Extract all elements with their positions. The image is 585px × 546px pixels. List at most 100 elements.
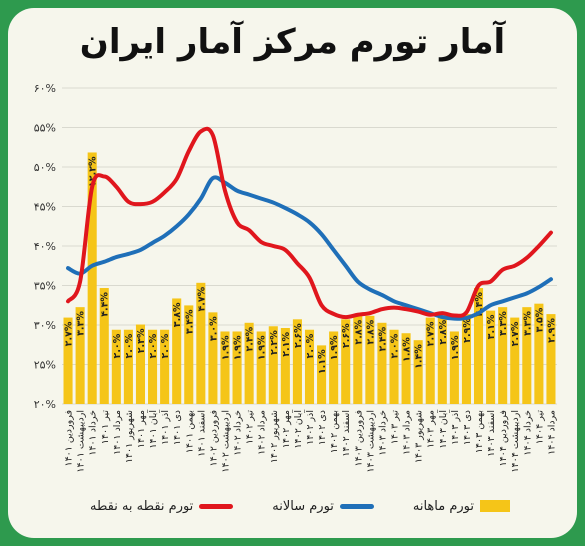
- x-tick-label: فروردین ۱۴۰۴: [498, 410, 509, 467]
- monthly-bar-label: ۲.۹%: [462, 318, 473, 343]
- monthly-bar-label: ۱.۹%: [257, 335, 268, 360]
- monthly-bar: [437, 315, 447, 404]
- x-tick-label: بهمن ۱۴۰۲: [329, 410, 340, 453]
- x-tick-label: دی ۱۴۰۳: [462, 410, 473, 445]
- monthly-bar-label: ۲.۴%: [245, 326, 256, 351]
- monthly-bar-label: ۴.۴%: [100, 292, 111, 317]
- monthly-bar-label: ۱.۱%: [317, 349, 328, 374]
- monthly-bar-label: ۲.۷%: [64, 321, 75, 346]
- monthly-bar: [280, 328, 290, 404]
- legend-item-annual: تورم سالانه: [272, 499, 374, 514]
- y-tick-label: ۲۵%: [34, 359, 56, 372]
- monthly-bar-label: ۲.۸%: [365, 319, 376, 344]
- x-tick-label: دی ۱۴۰۲: [317, 410, 328, 445]
- x-tick-label: فروردین ۱۴۰۲: [208, 410, 219, 467]
- monthly-bar-label: ۱.۹%: [450, 335, 461, 360]
- monthly-bar: [329, 331, 339, 404]
- y-tick-label: ۴۵%: [34, 201, 56, 214]
- x-tick-label: شهریور ۱۴۰۳: [414, 410, 425, 463]
- monthly-bar: [196, 282, 206, 404]
- monthly-bar: [75, 307, 85, 404]
- chart-title: آمار تورم مرکز آمار ایران: [79, 22, 506, 62]
- x-tick-label: بهمن ۱۴۰۱: [184, 410, 195, 453]
- monthly-bar: [534, 303, 544, 404]
- monthly-bar-label: ۲.۹%: [546, 318, 557, 343]
- monthly-bar-label: ۲.۲%: [269, 330, 280, 355]
- point-inflation-line: [66, 126, 553, 320]
- x-tick-label: اسفند ۱۴۰۱: [196, 410, 207, 457]
- y-tick-label: ۳۵%: [34, 280, 56, 293]
- monthly-bar-label: ۴.۷%: [196, 286, 207, 311]
- monthly-bar-label: ۲.۰%: [124, 333, 135, 358]
- monthly-bar-label: ۳.۸%: [172, 302, 183, 327]
- monthly-bar: [63, 317, 73, 404]
- monthly-bar: [172, 298, 182, 404]
- x-tick-label: تیر ۱۴۰۲: [245, 410, 256, 445]
- x-tick-label: خرداد ۱۴۰۴: [522, 410, 533, 456]
- monthly-bar-label: ۳.۴%: [184, 309, 195, 334]
- monthly-bar: [413, 340, 423, 404]
- monthly-bar: [377, 322, 387, 404]
- x-tick-label: آبان ۱۴۰۲: [291, 410, 304, 449]
- x-tick-label: اردیبهشت ۱۴۰۲: [220, 410, 231, 473]
- monthly-bar-label: ۳.۳%: [522, 311, 533, 336]
- monthly-bar-label: ۲.۸%: [438, 319, 449, 344]
- x-tick-label: آذر ۱۴۰۱: [158, 410, 171, 445]
- x-tick-label: خرداد ۱۴۰۳: [377, 410, 388, 456]
- monthly-bar: [546, 314, 556, 404]
- legend-item-point: تورم نقطه به نقطه: [90, 499, 234, 514]
- x-tick-label: آبان ۱۴۰۱: [146, 410, 159, 449]
- monthly-bar-label: ۱۲.۲%: [88, 156, 99, 187]
- monthly-bar-label: ۲.۳%: [136, 328, 147, 353]
- monthly-bar: [401, 333, 411, 404]
- legend-label-monthly: تورم ماهانه: [412, 498, 474, 514]
- monthly-bar: [87, 152, 97, 404]
- x-tick-label: مهر ۱۴۰۳: [426, 410, 437, 448]
- monthly-bar-label: ۲.۶%: [293, 323, 304, 348]
- monthly-bar-label: ۳.۵%: [534, 307, 545, 332]
- monthly-bar: [244, 322, 254, 404]
- monthly-bar: [473, 288, 484, 404]
- chart-panel: [8, 8, 577, 538]
- monthly-bar: [220, 331, 230, 404]
- monthly-bar: [256, 331, 266, 404]
- x-tick-label: مهر ۱۴۰۱: [136, 410, 147, 448]
- monthly-bar-label: ۳.۳%: [76, 311, 87, 336]
- monthly-bar-label: ۳.۰%: [208, 316, 219, 341]
- x-tick-label: آبان ۱۴۰۳: [436, 410, 449, 449]
- x-tick-label: مرداد ۱۴۰۴: [546, 410, 557, 455]
- monthly-bar: [135, 324, 146, 404]
- monthly-bar: [510, 317, 520, 404]
- monthly-bar-label: ۱.۹%: [233, 335, 244, 360]
- x-tick-label: خرداد ۱۴۰۱: [88, 410, 99, 456]
- y-tick-label: ۵۵%: [34, 122, 56, 135]
- x-tick-label: شهریور ۱۴۰۱: [124, 410, 135, 463]
- monthly-bar-label: ۳.۱%: [486, 314, 497, 339]
- x-tick-label: فروردین ۱۴۰۳: [353, 410, 364, 467]
- y-tick-label: ۶۰%: [34, 82, 56, 95]
- monthly-bar-label: ۱.۹%: [329, 335, 340, 360]
- monthly-bar: [184, 305, 194, 404]
- monthly-bar-label: ۲.۰%: [160, 333, 171, 358]
- monthly-bar-label: ۲.۰%: [148, 333, 159, 358]
- monthly-bar: [486, 310, 496, 404]
- x-tick-label: شهریور ۱۴۰۲: [269, 410, 280, 463]
- monthly-bar-label: ۲.۰%: [390, 333, 401, 358]
- x-tick-label: تیر ۱۴۰۳: [390, 410, 401, 445]
- x-tick-label: مرداد ۱۴۰۲: [257, 410, 268, 455]
- monthly-bar-label: ۲.۰%: [112, 333, 123, 358]
- monthly-bar: [232, 331, 242, 404]
- x-tick-label: فروردین ۱۴۰۱: [64, 410, 75, 467]
- monthly-bar: [317, 345, 327, 404]
- x-tick-label: اسفند ۱۴۰۳: [486, 410, 497, 457]
- monthly-bar: [304, 329, 315, 404]
- monthly-bar: [461, 314, 471, 404]
- monthly-bar: [365, 315, 375, 404]
- x-tick-label: دی ۱۴۰۱: [172, 410, 183, 445]
- legend-swatch-monthly: [480, 500, 510, 512]
- monthly-bar-label: ۳.۳%: [498, 311, 509, 336]
- y-tick-label: ۴۰%: [34, 240, 56, 253]
- legend: تورم ماهانه تورم سالانه تورم نقطه به نقط…: [90, 494, 510, 518]
- monthly-bar-label: ۲.۴%: [377, 326, 388, 351]
